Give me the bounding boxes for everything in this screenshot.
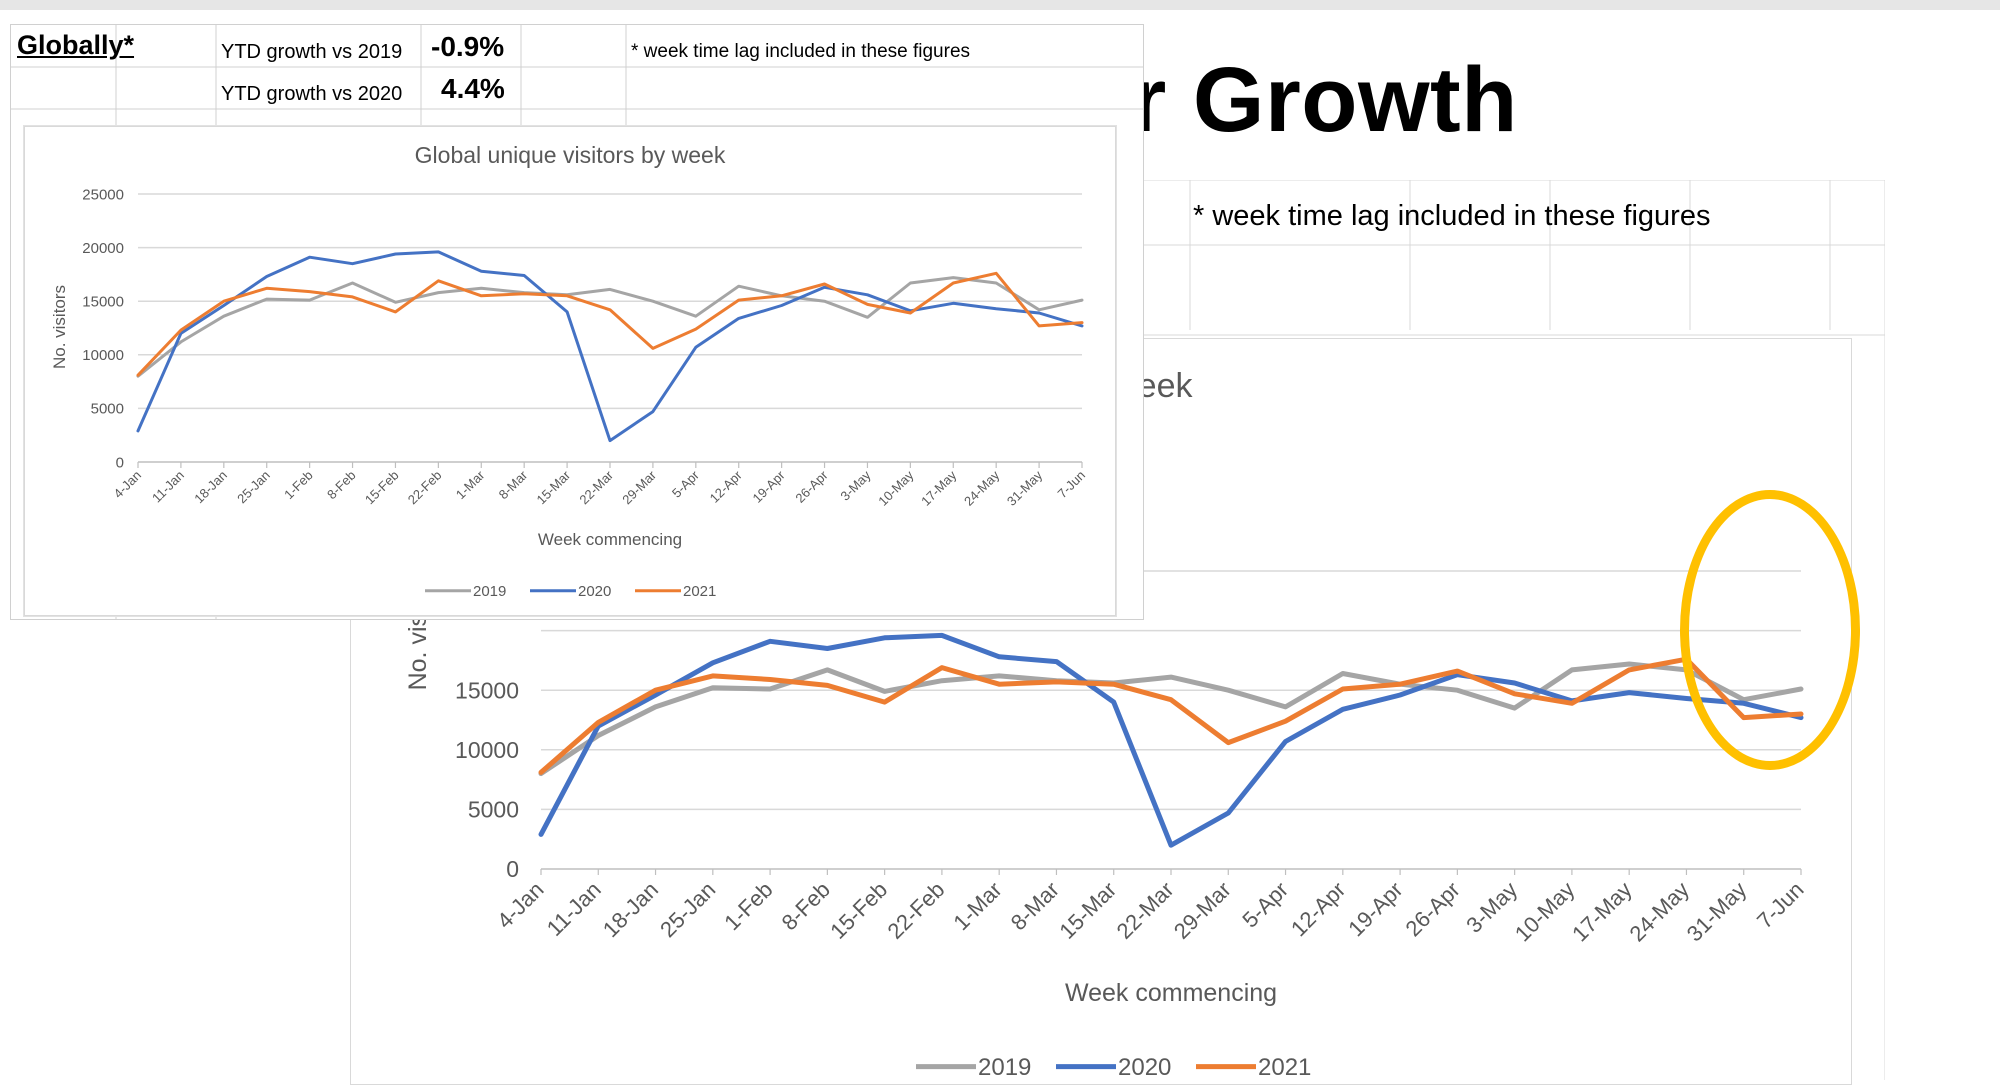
y-tick-label: 5000	[468, 796, 519, 822]
series-line-2020	[538, 632, 1804, 848]
x-tick-label: 1-Feb	[719, 877, 777, 935]
x-tick-label: 15-Mar	[1054, 877, 1121, 944]
x-tick-label: 8-Feb	[324, 468, 359, 503]
highlight-circle	[1680, 490, 1860, 770]
x-tick-label: 25-Jan	[234, 468, 273, 507]
x-tick-label: 19-Apr	[750, 467, 789, 506]
y-tick-label: 15000	[82, 293, 124, 310]
x-tick-label: 10-May	[1510, 877, 1580, 947]
small-chart-panel: Global unique visitors by week 0 5000 10000…	[24, 126, 1116, 616]
x-tick-label: 4-Jan	[492, 877, 549, 934]
legend-label-2019: 2019	[473, 583, 506, 600]
region-label: Globally*	[17, 30, 135, 60]
x-tick-label: 22-Feb	[405, 468, 445, 508]
series-line-2021	[136, 271, 1084, 377]
x-tick-label: 22-Mar	[1112, 877, 1179, 944]
y-tick-label: 15000	[455, 677, 519, 703]
legend-label-2020: 2020	[1118, 1054, 1171, 1081]
ytd-label-2019: YTD growth vs 2019	[221, 41, 403, 63]
x-tick-label: 5-Apr	[669, 467, 703, 501]
x-tick-label: 7-Jun	[1055, 468, 1089, 502]
x-tick-label: 22-Mar	[576, 467, 616, 507]
x-tick-label: 11-Jan	[149, 468, 187, 506]
x-tick-label: 3-May	[837, 467, 873, 503]
x-tick-label: 25-Jan	[655, 877, 720, 942]
legend-label-2021: 2021	[1258, 1054, 1311, 1081]
series-line-2021	[538, 656, 1804, 775]
x-axis-label: Week commencing	[1065, 979, 1277, 1007]
x-tick-label: 24-May	[961, 467, 1003, 509]
top-bar	[0, 0, 2000, 10]
x-tick-label: 12-Apr	[707, 467, 746, 506]
x-axis-label: Week commencing	[538, 530, 682, 549]
chart-title: Global unique visitors by week	[415, 142, 726, 168]
x-tick-label: 18-Jan	[598, 877, 663, 942]
y-tick-label: 10000	[82, 347, 124, 364]
small-line-chart: Global unique visitors by week 0 5000 10000…	[50, 142, 1089, 600]
x-tick-label: 24-May	[1624, 877, 1694, 947]
x-tick-label: 11-Jan	[542, 877, 606, 941]
ytd-value-2020: 4.4%	[441, 73, 505, 104]
x-tick-label: 5-Apr	[1237, 877, 1293, 933]
ytd-label-2020: YTD growth vs 2020	[221, 83, 403, 105]
legend-label-2019: 2019	[978, 1054, 1031, 1081]
y-tick-label: 0	[116, 454, 124, 471]
legend-label-2020: 2020	[578, 583, 611, 600]
series-line-2019	[538, 661, 1804, 777]
lag-note-large: * week time lag included in these figure…	[1193, 200, 1711, 232]
x-tick-label: 31-May	[1004, 467, 1046, 509]
y-tick-label: 0	[506, 856, 519, 882]
x-tick-label: 15-Feb	[362, 468, 402, 508]
ytd-value-2019: -0.9%	[431, 31, 505, 62]
x-tick-label: 18-Jan	[191, 468, 230, 507]
y-tick-label: 10000	[455, 737, 519, 763]
x-tick-label: 19-Apr	[1343, 877, 1407, 941]
large-line-chart: isitors by week0500010000150004-Jan11-Ja…	[404, 367, 1809, 1081]
x-tick-label: 1-Mar	[453, 467, 488, 502]
x-tick-label: 17-May	[1567, 877, 1637, 947]
x-tick-label: 1-Feb	[281, 468, 316, 503]
x-tick-label: 8-Mar	[496, 467, 531, 502]
x-tick-label: 31-May	[1682, 877, 1752, 947]
x-tick-label: 26-Apr	[792, 467, 831, 506]
y-tick-label: 25000	[82, 186, 124, 203]
x-tick-label: 1-Mar	[948, 877, 1006, 935]
y-tick-label: 5000	[91, 401, 124, 418]
lag-note-small: * week time lag included in these figure…	[631, 41, 971, 62]
x-tick-label: 7-Jun	[1752, 877, 1809, 934]
legend-label-2021: 2021	[683, 583, 716, 600]
x-tick-label: 4-Jan	[111, 468, 145, 502]
x-tick-label: 26-Apr	[1401, 877, 1465, 941]
x-tick-label: 15-Mar	[533, 467, 573, 507]
x-tick-label: 29-Mar	[1169, 877, 1236, 944]
x-tick-label: 12-Apr	[1286, 877, 1350, 941]
x-tick-label: 15-Feb	[825, 877, 892, 944]
y-tick-label: 20000	[82, 240, 124, 257]
x-tick-label: 22-Feb	[882, 877, 949, 944]
y-axis-label: No. visitors	[50, 285, 69, 369]
x-tick-label: 29-Mar	[619, 467, 659, 507]
x-tick-label: 10-May	[875, 467, 917, 509]
series-line-2019	[136, 276, 1084, 378]
series-line-2020	[136, 250, 1084, 443]
x-tick-label: 17-May	[918, 467, 960, 509]
